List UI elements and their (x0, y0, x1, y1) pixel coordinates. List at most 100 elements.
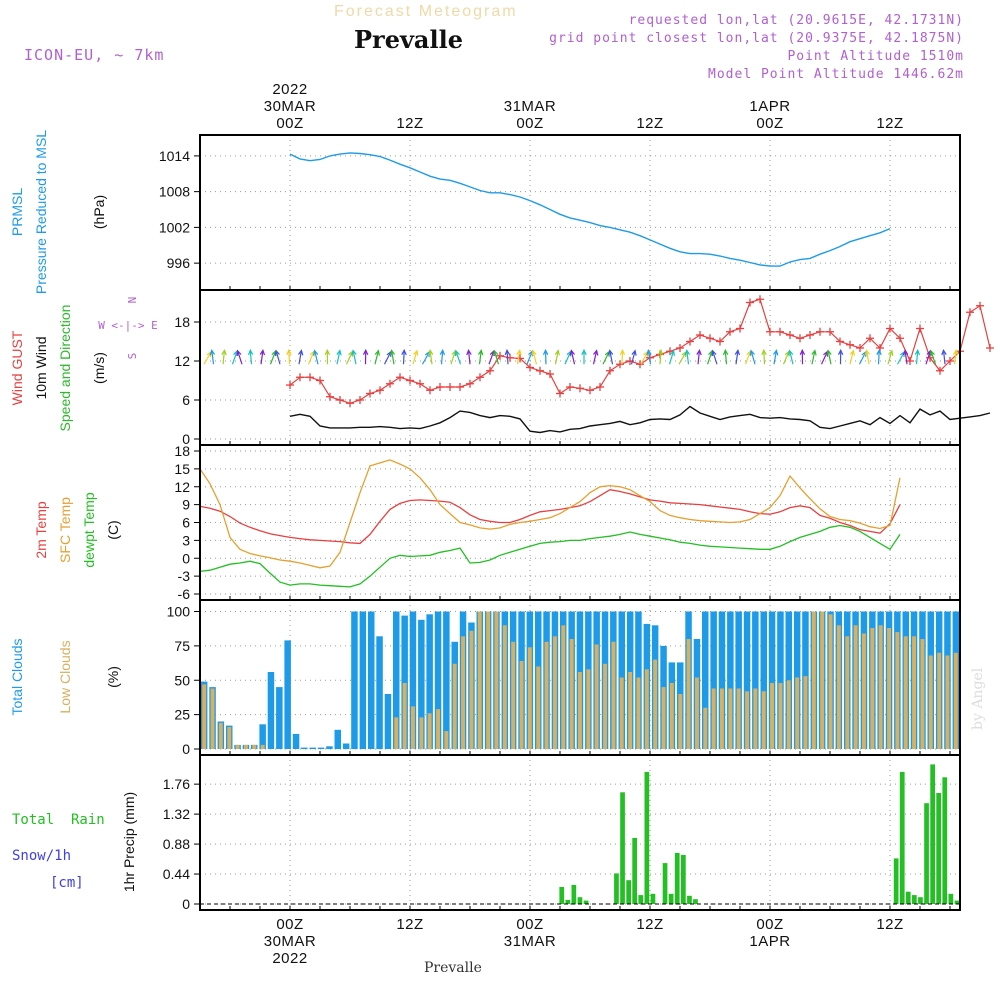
wind-direction-arrow (826, 349, 832, 365)
wind-direction-arrow (684, 349, 691, 365)
gust-marker (286, 381, 294, 390)
low-clouds-bar (703, 707, 708, 750)
low-clouds-bar (436, 709, 440, 749)
arrow-shaft (609, 350, 614, 365)
low-clouds-bar (244, 744, 248, 749)
gust-marker (416, 379, 424, 388)
dewpoint-line (199, 524, 901, 588)
arrow-head (247, 348, 254, 356)
low-clouds-bar (511, 641, 516, 750)
precip-label-rain: Total Rain (12, 812, 105, 828)
pressure-ylabel-2: Pressure Reduced to MSL (33, 130, 49, 294)
gust-marker (846, 340, 854, 349)
low-clouds-bar (586, 669, 591, 750)
low-clouds-bar (661, 687, 666, 749)
arrow-head (401, 348, 407, 356)
time-label: 31MAR (504, 98, 557, 115)
arrow-head (313, 349, 319, 356)
ytick-label: 12 (174, 353, 190, 369)
wind-direction-arrow (657, 348, 664, 365)
grid-point-coords: grid point closest lon,lat (20.9375E, 42… (549, 31, 964, 46)
pressure-panel: 996 1002 1008 1014 PRMSL Pressure Reduced t… (9, 130, 961, 294)
low-clouds-bar (569, 639, 574, 749)
low-clouds-bar (903, 636, 908, 750)
arrow-head (336, 349, 342, 356)
wind-direction-arrow (858, 350, 867, 365)
low-clouds-bar (202, 684, 207, 749)
arrow-shaft (782, 351, 790, 365)
arrow-head (362, 348, 369, 356)
rain-bar (626, 880, 631, 904)
temp-sfc-line (199, 459, 901, 569)
gust-marker (336, 396, 344, 404)
gust-marker (566, 383, 574, 391)
total-clouds-bar (334, 729, 341, 750)
total-clouds-bar (727, 611, 734, 749)
ytick-label: 12 (174, 479, 190, 495)
low-clouds-bar (628, 672, 633, 749)
arrow-shaft (298, 350, 303, 365)
wind-direction-arrow (782, 350, 790, 365)
low-clouds-bar (686, 639, 691, 749)
low-clouds-bar (452, 663, 457, 750)
low-clouds-bar (619, 677, 624, 749)
total-clouds-bar (760, 611, 767, 749)
total-clouds-bar (351, 611, 358, 749)
gust-marker (716, 337, 724, 346)
gust-marker (986, 344, 994, 352)
arrow-shaft (763, 350, 766, 365)
low-clouds-bar (494, 611, 499, 749)
arrow-shaft (896, 351, 905, 365)
arrow-shaft (260, 350, 264, 365)
low-clouds-bar (728, 688, 733, 749)
ytick-label: 1.76 (163, 776, 190, 792)
arrow-shaft (211, 350, 215, 365)
wind-frame (199, 289, 961, 446)
gust-marker (676, 344, 684, 352)
low-clouds-bar (786, 680, 791, 750)
rain-bar (899, 771, 905, 904)
low-clouds-bar (252, 744, 257, 749)
arrow-shaft (925, 350, 931, 365)
total-clouds-bar (426, 614, 433, 750)
arrow-shaft (564, 351, 572, 365)
gust-marker (806, 331, 814, 339)
arrow-shaft (532, 350, 538, 365)
time-label: 00Z (516, 115, 543, 132)
low-clouds-bar (887, 628, 891, 749)
model-altitude: Model Point Altitude 1446.62m (708, 67, 964, 82)
gust-marker (736, 324, 744, 333)
arrow-shaft (668, 350, 675, 365)
total-clouds-bar (276, 687, 283, 749)
precip-label-cm: [cm] (50, 875, 84, 891)
gust-marker (366, 389, 374, 398)
gust-marker (726, 327, 734, 336)
arrow-head (531, 349, 537, 356)
low-clouds-bar (427, 713, 432, 750)
total-clouds-bar (735, 611, 742, 749)
total-clouds-bar (777, 611, 784, 749)
arrow-shaft (336, 350, 341, 365)
arrow-head (929, 349, 935, 357)
clouds-ylabel-2: Low Clouds (57, 640, 73, 713)
arrow-shaft (450, 350, 456, 365)
arrow-shaft (345, 351, 353, 365)
ytick-label: -6 (178, 586, 191, 602)
gust-marker (786, 331, 794, 339)
ytick-label: 18 (174, 443, 190, 459)
low-clouds-bar (928, 655, 933, 749)
low-clouds-bar (870, 628, 875, 749)
arrow-head (749, 349, 755, 356)
wind-direction-arrow (608, 349, 614, 365)
wind-unit: (m/s) (91, 352, 107, 384)
temp-unit: (C) (105, 520, 121, 539)
rain-bar (893, 858, 899, 904)
arrow-head (902, 349, 909, 356)
arrow-head (646, 349, 652, 356)
gust-marker (316, 376, 324, 385)
ytick-label: 18 (174, 314, 190, 330)
arrow-shaft (314, 350, 319, 365)
arrow-shaft (640, 351, 649, 365)
wind-direction-arrow (678, 350, 687, 365)
